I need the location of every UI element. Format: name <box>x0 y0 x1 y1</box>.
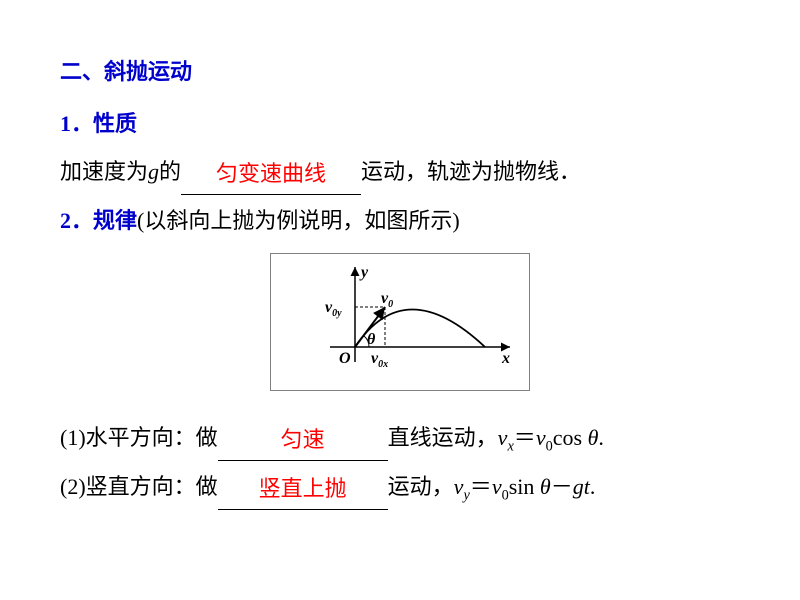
trajectory-diagram: yxOv0v0xv0yθ <box>270 253 530 391</box>
eq1-th: θ <box>588 425 599 450</box>
svg-text:v0y: v0y <box>325 299 342 319</box>
eq2-gt: gt <box>573 474 590 499</box>
g-symbol: g <box>148 159 159 184</box>
eq2: vy＝v0sin θ－gt <box>454 474 590 499</box>
eq2-sub0: 0 <box>502 487 509 503</box>
eq2-minus: － <box>551 474 573 499</box>
svg-text:y: y <box>359 264 369 281</box>
section1-label: 1．性质 <box>60 102 740 146</box>
i1-period: . <box>598 425 604 450</box>
blank-3: 竖直上抛 <box>218 465 388 510</box>
i2-suffix: 运动， <box>388 474 454 499</box>
main-heading: 二、斜抛运动 <box>60 50 740 94</box>
eq1-sub0: 0 <box>546 438 553 454</box>
eq2-v: v <box>454 474 464 499</box>
s1-prefix: 加速度为 <box>60 159 148 184</box>
property-line: 加速度为g的 匀变速曲线 运动，轨迹为抛物线． <box>60 150 740 195</box>
eq2-sin: sin <box>509 474 540 499</box>
blank-2: 匀速 <box>218 416 388 461</box>
svg-text:O: O <box>339 350 351 367</box>
eq2-th: θ <box>540 474 551 499</box>
s1-suffix1: 的 <box>159 159 181 184</box>
section2-line: 2．规律(以斜向上抛为例说明，如图所示) <box>60 199 740 243</box>
item1-line: (1)水平方向：做 匀速 直线运动，vx＝v0cos θ. <box>60 416 740 461</box>
svg-text:x: x <box>501 350 510 367</box>
blank-1: 匀变速曲线 <box>181 150 361 195</box>
fill-2: 匀速 <box>281 427 325 452</box>
section2-label: 2．规律 <box>60 208 137 233</box>
fill-3: 竖直上抛 <box>259 476 347 501</box>
section2-paren: (以斜向上抛为例说明，如图所示) <box>137 208 460 233</box>
eq2-eq: ＝ <box>470 474 492 499</box>
i1-prefix: (1)水平方向：做 <box>60 425 218 450</box>
eq1-eq: ＝ <box>514 425 536 450</box>
diagram-svg: yxOv0v0xv0yθ <box>285 262 515 382</box>
svg-text:θ: θ <box>367 331 376 348</box>
eq1: vx＝v0cos θ <box>498 425 599 450</box>
i2-prefix: (2)竖直方向：做 <box>60 474 218 499</box>
eq1-cos: cos <box>553 425 588 450</box>
eq1-v0: v <box>536 425 546 450</box>
fill-1: 匀变速曲线 <box>216 161 326 186</box>
eq1-v: v <box>498 425 508 450</box>
s1-suffix2: 运动，轨迹为抛物线． <box>361 159 581 184</box>
item2-line: (2)竖直方向：做 竖直上抛 运动，vy＝v0sin θ－gt. <box>60 465 740 510</box>
eq2-v0: v <box>492 474 502 499</box>
svg-text:v0x: v0x <box>371 350 388 370</box>
i2-period: . <box>590 474 596 499</box>
i1-suffix: 直线运动， <box>388 425 498 450</box>
diagram-container: yxOv0v0xv0yθ <box>60 253 740 406</box>
